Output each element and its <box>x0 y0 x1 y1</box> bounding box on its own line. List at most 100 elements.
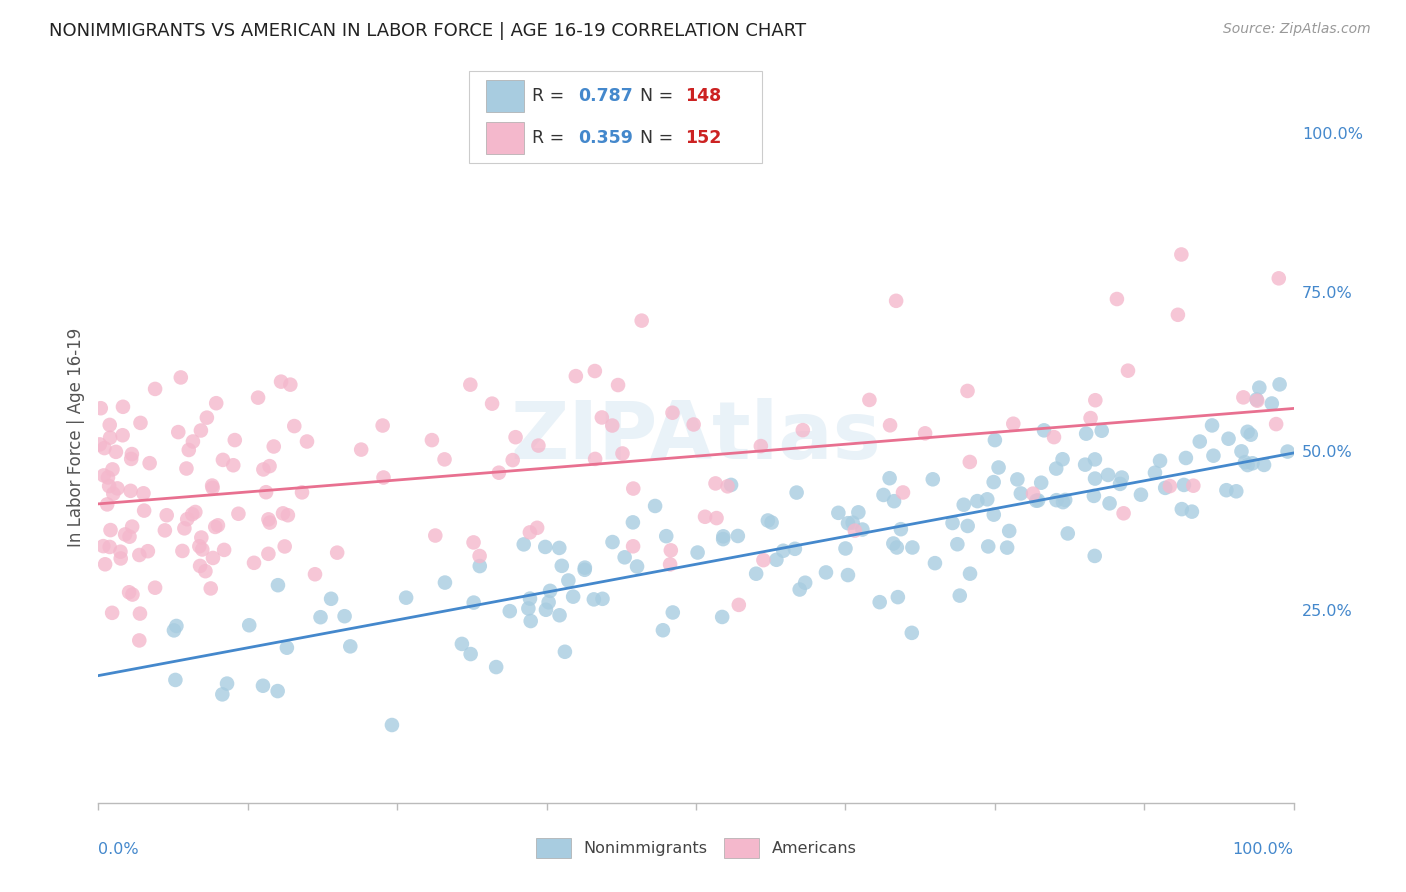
Point <box>1083 489 1105 503</box>
Point <box>120 483 142 498</box>
Point <box>1232 390 1254 404</box>
Text: R =: R = <box>533 129 569 147</box>
Point <box>711 532 734 546</box>
Point <box>128 633 150 648</box>
Point <box>886 541 908 555</box>
Point <box>136 544 159 558</box>
Point <box>1240 427 1263 442</box>
Point <box>706 511 728 525</box>
Point <box>420 433 443 447</box>
Point <box>304 567 326 582</box>
Point <box>107 482 129 496</box>
Point <box>381 718 404 732</box>
Point <box>97 470 120 484</box>
Point <box>1143 466 1166 480</box>
Point <box>621 539 644 553</box>
Point <box>184 505 207 519</box>
Point <box>176 512 198 526</box>
Point <box>1236 458 1258 472</box>
Point <box>574 563 596 577</box>
FancyBboxPatch shape <box>470 71 762 163</box>
Point <box>783 541 806 556</box>
Point <box>1173 478 1195 492</box>
Point <box>1084 472 1107 486</box>
Point <box>1171 502 1194 516</box>
Point <box>711 610 734 624</box>
Point <box>613 550 636 565</box>
Point <box>946 537 969 551</box>
Point <box>118 530 141 544</box>
Point <box>1010 486 1032 500</box>
Point <box>254 485 277 500</box>
Point <box>121 447 143 461</box>
Point <box>165 673 187 687</box>
Point <box>211 687 233 701</box>
Point <box>98 417 121 432</box>
Point <box>1045 461 1067 475</box>
Point <box>591 410 613 425</box>
Point <box>548 608 571 623</box>
Point <box>93 468 115 483</box>
Point <box>517 601 540 615</box>
Point <box>716 479 738 493</box>
Point <box>1052 495 1074 509</box>
Point <box>879 418 901 433</box>
Text: 0.0%: 0.0% <box>98 842 139 856</box>
Point <box>156 508 179 523</box>
Point <box>212 453 235 467</box>
Point <box>1052 452 1074 467</box>
Point <box>101 606 124 620</box>
Point <box>276 640 298 655</box>
Text: 0.787: 0.787 <box>578 87 633 105</box>
Point <box>557 574 579 588</box>
Point <box>222 458 245 473</box>
Point <box>1025 493 1047 508</box>
Point <box>138 456 160 470</box>
Point <box>901 541 924 555</box>
Point <box>118 585 141 599</box>
Point <box>111 428 134 442</box>
Point <box>851 523 873 537</box>
Point <box>1170 247 1192 261</box>
Point <box>890 522 912 536</box>
Point <box>273 540 295 554</box>
Point <box>1149 454 1171 468</box>
Point <box>837 568 859 582</box>
Point <box>129 416 152 430</box>
Text: 148: 148 <box>685 87 721 105</box>
Point <box>924 556 946 570</box>
Point <box>765 553 787 567</box>
Point <box>959 455 981 469</box>
Point <box>630 313 652 327</box>
Point <box>271 507 294 521</box>
Point <box>651 624 673 638</box>
Point <box>488 466 510 480</box>
Point <box>167 425 190 439</box>
Point <box>538 583 561 598</box>
Point <box>190 531 212 545</box>
Point <box>181 507 204 521</box>
Point <box>110 551 132 566</box>
Point <box>121 588 143 602</box>
Point <box>153 524 176 538</box>
Point <box>194 564 217 578</box>
Point <box>143 382 166 396</box>
Point <box>519 591 541 606</box>
Point <box>1241 456 1264 470</box>
Point <box>1109 476 1132 491</box>
Point <box>786 485 808 500</box>
Point <box>995 541 1018 555</box>
Point <box>224 433 246 447</box>
Point <box>134 503 156 517</box>
Point <box>949 589 972 603</box>
Point <box>1265 417 1288 431</box>
Point <box>267 578 290 592</box>
Point <box>1246 393 1268 408</box>
Point <box>941 516 963 530</box>
Point <box>191 542 214 557</box>
Point <box>204 520 226 534</box>
Point <box>844 524 866 538</box>
Point <box>247 391 270 405</box>
Point <box>1076 426 1098 441</box>
Point <box>121 519 143 533</box>
